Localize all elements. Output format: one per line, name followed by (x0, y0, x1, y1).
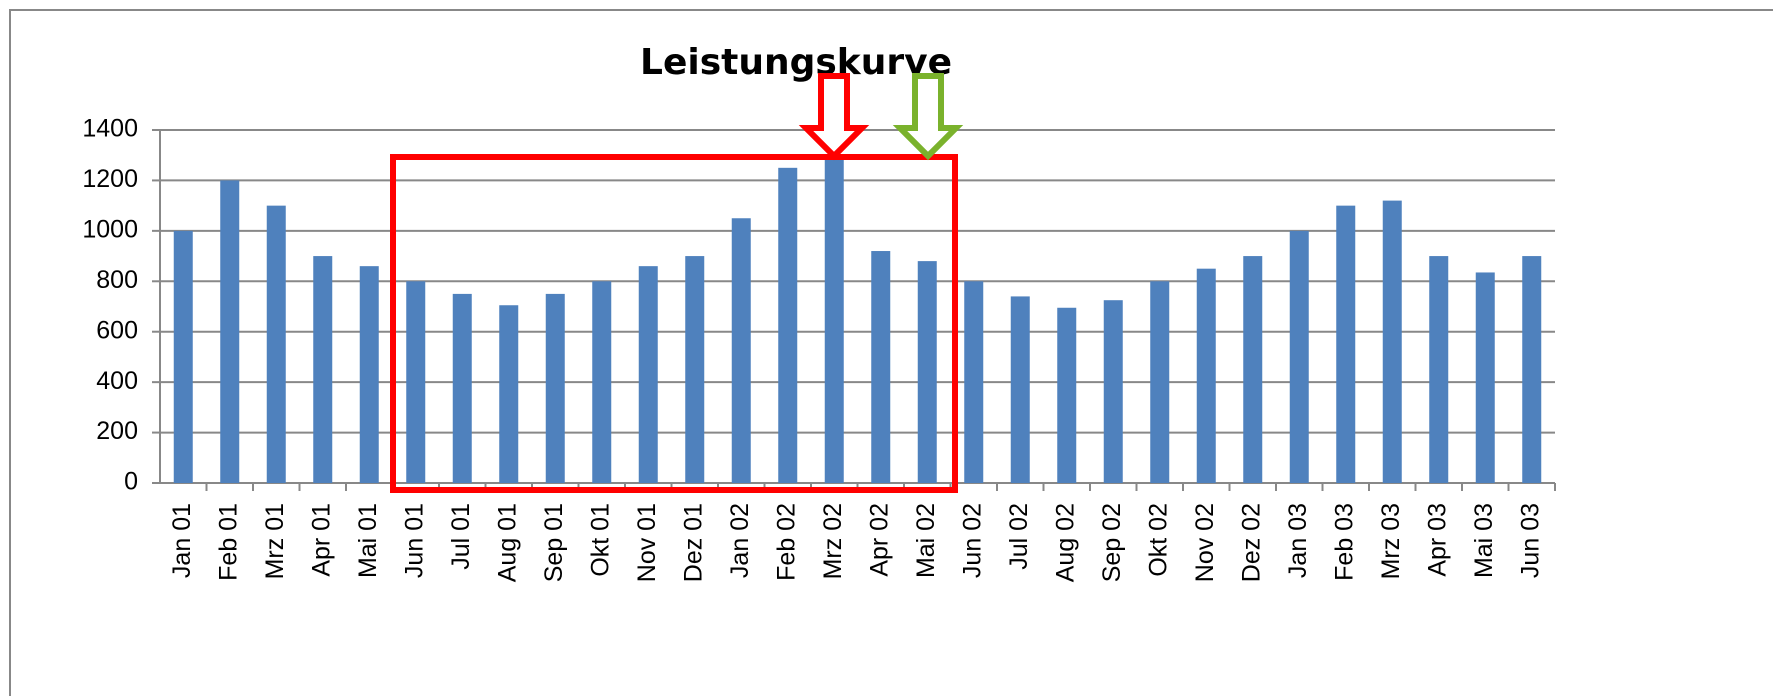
bar (406, 281, 426, 483)
x-tick-label: Mrz 02 (819, 503, 847, 579)
bar (313, 256, 333, 483)
x-tick-label: Okt 02 (1144, 503, 1172, 577)
x-tick-label: Nov 01 (633, 503, 661, 582)
bar (1475, 272, 1495, 483)
bar (964, 281, 984, 483)
bar (1010, 296, 1030, 483)
bar (1150, 281, 1170, 483)
x-tick-label: Apr 03 (1423, 503, 1451, 577)
x-tick-label: Mrz 03 (1377, 503, 1405, 579)
x-tick-label: Feb 02 (772, 503, 800, 581)
y-tick-label: 800 (96, 266, 138, 294)
x-tick-label: Apr 02 (865, 503, 893, 577)
x-tick-label: Feb 03 (1330, 503, 1358, 581)
y-tick-label: 400 (96, 367, 138, 395)
x-tick-label: Okt 01 (586, 503, 614, 577)
bar (1382, 200, 1402, 483)
x-tick-label: Feb 01 (214, 503, 242, 581)
red-arrow (798, 73, 870, 161)
x-tick-label: Jun 02 (958, 503, 986, 578)
x-tick-label: Jun 03 (1516, 503, 1544, 578)
bar (1522, 256, 1542, 483)
bar (220, 180, 240, 483)
chart-title: Leistungskurve (640, 42, 952, 83)
x-tick-label: Mrz 01 (261, 503, 289, 579)
bar (824, 155, 844, 483)
x-tick-label: Nov 02 (1191, 503, 1219, 582)
x-tick-label: Jan 03 (1284, 503, 1312, 578)
x-tick-label: Jan 01 (168, 503, 196, 578)
y-tick-label: 1400 (82, 115, 138, 143)
x-tick-label: Jul 02 (1005, 503, 1033, 570)
bar (1057, 307, 1077, 483)
x-tick-label: Sep 02 (1098, 503, 1126, 582)
y-tick-label: 1200 (82, 165, 138, 193)
y-tick-label: 200 (96, 417, 138, 445)
bar (545, 293, 565, 483)
x-tick-label: Jan 02 (726, 503, 754, 578)
x-tick-label: Jul 01 (447, 503, 475, 570)
y-tick-label: 1000 (82, 215, 138, 243)
bar (1289, 230, 1309, 483)
y-tick-label: 600 (96, 316, 138, 344)
y-tick-label: 0 (124, 468, 138, 496)
x-tick-label: Mai 03 (1470, 503, 1498, 578)
bar (359, 266, 379, 483)
x-tick-label: Dez 01 (679, 503, 707, 582)
bar (778, 167, 798, 484)
bar (592, 281, 612, 483)
x-tick-label: Dez 02 (1237, 503, 1265, 582)
bar (917, 261, 937, 483)
highlight-box (390, 154, 958, 493)
bar (1243, 256, 1263, 483)
x-tick-label: Mai 01 (354, 503, 382, 578)
bar (173, 230, 193, 483)
x-tick-label: Jun 01 (400, 503, 428, 578)
bar (452, 293, 472, 483)
x-tick-label: Aug 01 (493, 503, 521, 582)
x-tick-label: Apr 01 (307, 503, 335, 577)
bar (731, 218, 751, 483)
bar (871, 251, 891, 483)
x-tick-label: Aug 02 (1051, 503, 1079, 582)
bar (1429, 256, 1449, 483)
plot: 0 200 400 600 800 1000 1200 1400 Jan 01 Feb 01 Mrz… (82, 115, 1556, 582)
bar (1336, 205, 1356, 483)
bar (499, 305, 519, 483)
bar (1103, 300, 1123, 483)
bar (685, 256, 705, 483)
green-arrow (892, 73, 964, 161)
x-tick-label: Mai 02 (912, 503, 940, 578)
x-tick-label: Sep 01 (540, 503, 568, 582)
bar (1196, 268, 1216, 483)
bar (638, 266, 658, 483)
bar (266, 205, 286, 483)
